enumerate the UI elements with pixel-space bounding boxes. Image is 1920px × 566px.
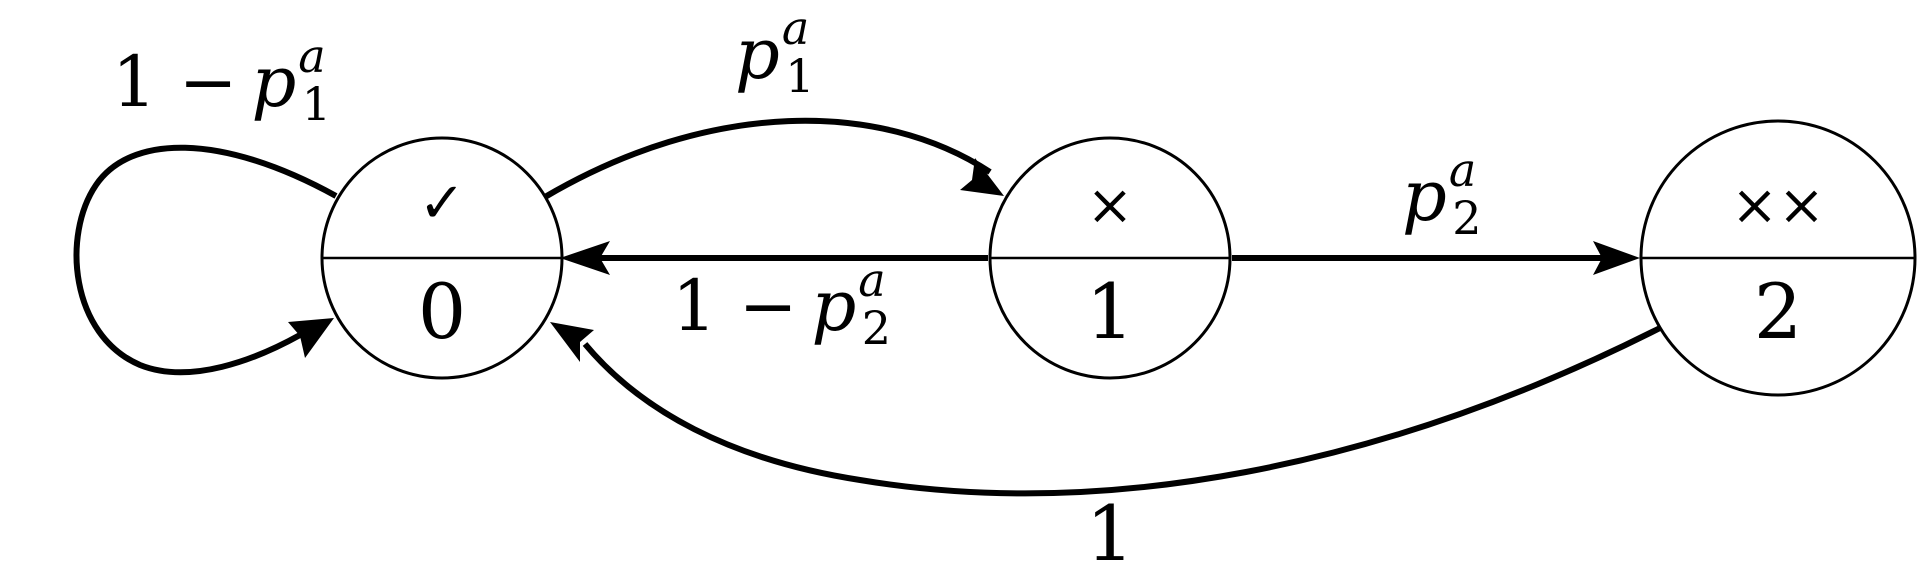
edge-self-loop-0-arrowhead <box>288 318 334 358</box>
edge-0-to-1 <box>543 117 992 200</box>
node-0: ✓ 0 <box>320 136 564 380</box>
edges <box>73 117 1664 497</box>
node-1-label: 1 <box>1086 267 1134 356</box>
node-0-label: 0 <box>418 267 466 356</box>
edge-1-to-2-arrowhead <box>1593 241 1640 275</box>
node-1-cross-icon: × <box>1087 173 1134 238</box>
edge-2-to-0 <box>582 324 1664 497</box>
edge-label-2-to-0: 1 <box>1086 489 1134 566</box>
edge-label-0-to-1: pa 1 <box>735 1 815 103</box>
node-1: × 1 <box>988 136 1232 380</box>
edge-label-1-to-0: 1 − pa 2 <box>672 253 891 355</box>
edge-label-1-to-2: pa 2 <box>1402 143 1482 245</box>
edge-0-to-1-arrowhead <box>960 158 1004 196</box>
node-2-double-cross-icon: ×× <box>1731 173 1825 238</box>
node-0-checkmark-icon: ✓ <box>419 171 466 236</box>
node-2-label: 2 <box>1754 267 1802 356</box>
edge-1-to-0-arrowhead <box>560 241 610 275</box>
node-2: ×× 2 <box>1639 119 1917 397</box>
edge-self-loop-0 <box>73 144 338 376</box>
edge-2-to-0-arrowhead <box>550 322 594 362</box>
edge-label-self-loop-0: 1 − pa 1 <box>112 29 331 131</box>
